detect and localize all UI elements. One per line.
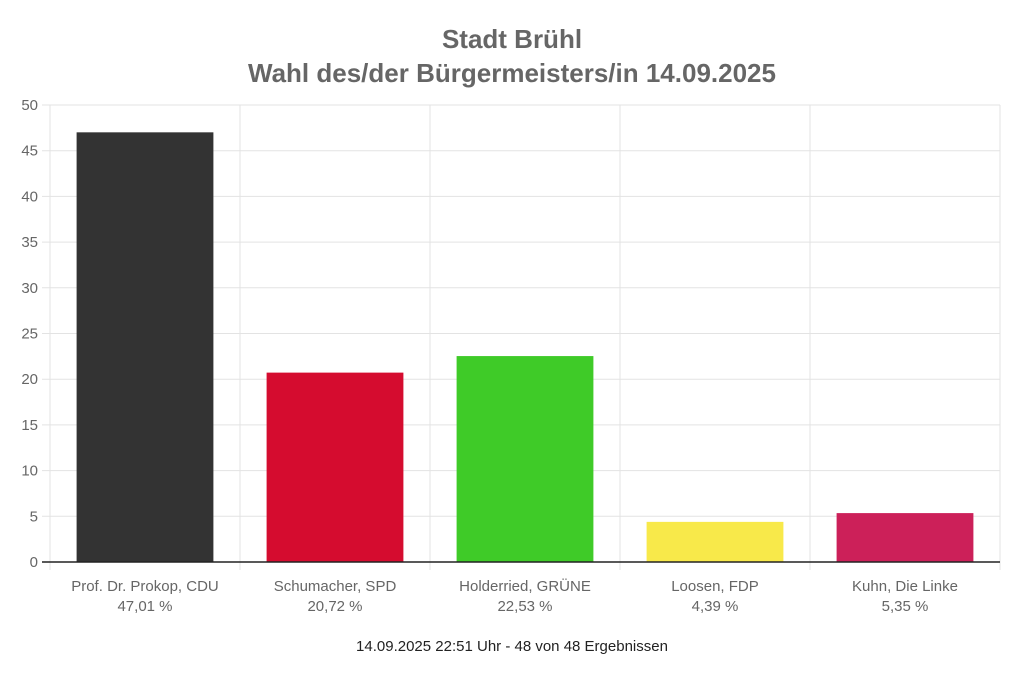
- value-label: 5,35 %: [882, 598, 929, 615]
- results-footer: 14.09.2025 22:51 Uhr - 48 von 48 Ergebni…: [356, 638, 668, 655]
- chart-title: Stadt Brühl: [441, 24, 583, 54]
- category-label: Holderried, GRÜNE: [459, 577, 591, 595]
- y-tick-label: 35: [21, 234, 38, 251]
- y-tick-label: 20: [21, 371, 38, 388]
- value-label: 4,39 %: [692, 598, 739, 615]
- category-label: Loosen, FDP: [671, 578, 759, 595]
- y-tick-label: 50: [21, 97, 38, 114]
- category-label: Prof. Dr. Prokop, CDU: [71, 578, 219, 595]
- y-tick-label: 5: [30, 508, 38, 525]
- y-tick-label: 10: [21, 463, 38, 480]
- value-label: 47,01 %: [117, 598, 172, 615]
- bar-5: [836, 513, 974, 562]
- y-tick-label: 15: [21, 417, 38, 434]
- y-tick-label: 45: [21, 143, 38, 160]
- chart-subtitle: Wahl des/der Bürgermeisters/in 14.09.202…: [248, 58, 776, 88]
- bar-1: [76, 132, 214, 562]
- bar-4: [646, 521, 784, 562]
- y-tick-label: 0: [30, 554, 38, 571]
- y-tick-label: 40: [21, 188, 38, 205]
- y-tick-label: 30: [21, 280, 38, 297]
- category-label: Schumacher, SPD: [274, 578, 397, 595]
- category-label: Kuhn, Die Linke: [852, 578, 958, 595]
- bar-2: [266, 372, 404, 562]
- bar-3: [456, 356, 594, 562]
- value-label: 20,72 %: [307, 598, 362, 615]
- value-label: 22,53 %: [497, 598, 552, 615]
- y-tick-label: 25: [21, 326, 38, 343]
